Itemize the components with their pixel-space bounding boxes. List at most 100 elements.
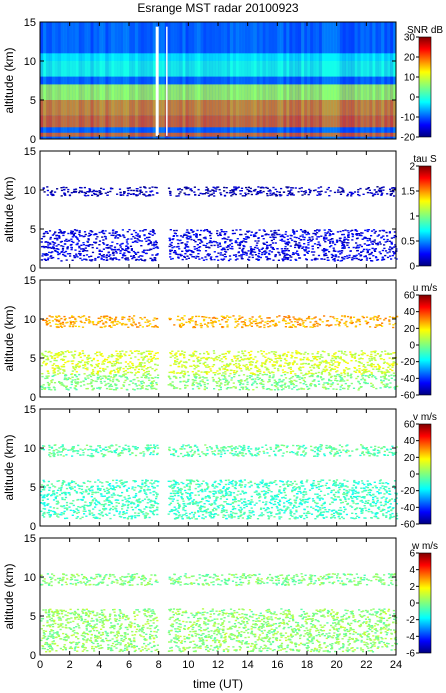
data-pixel: [392, 195, 396, 197]
data-pixel: [212, 372, 215, 374]
data-pixel: [61, 251, 64, 253]
data-pixel: [375, 243, 378, 245]
data-pixel: [141, 326, 144, 328]
data-pixel: [351, 487, 354, 489]
data-pixel: [153, 243, 156, 245]
data-pixel: [206, 188, 210, 190]
data-pixel: [183, 373, 186, 375]
data-pixel: [362, 372, 365, 374]
data-pixel: [337, 250, 340, 253]
data-pixel: [71, 354, 74, 356]
data-pixel: [192, 326, 195, 329]
data-pixel: [104, 325, 107, 327]
data-pixel: [149, 382, 152, 384]
data-pixel: [345, 320, 348, 323]
data-pixel: [323, 254, 326, 257]
data-pixel: [135, 385, 138, 387]
data-pixel: [141, 230, 145, 232]
data-pixel: [241, 350, 244, 352]
data-pixel: [52, 386, 55, 388]
data-pixel: [271, 236, 275, 238]
data-pixel: [356, 375, 360, 378]
data-pixel: [341, 244, 344, 247]
data-pixel: [266, 322, 269, 325]
data-pixel: [358, 387, 361, 390]
data-pixel: [295, 259, 298, 261]
data-pixel: [183, 370, 186, 373]
data-pixel: [105, 255, 108, 257]
snr-texture: [381, 22, 385, 139]
data-pixel: [355, 369, 359, 371]
data-pixel: [362, 248, 366, 251]
data-pixel: [314, 493, 317, 495]
data-pixel: [351, 229, 354, 232]
data-pixel: [343, 316, 346, 318]
data-pixel: [310, 372, 313, 375]
data-pixel: [298, 369, 301, 371]
data-pixel: [367, 187, 370, 189]
data-pixel: [281, 234, 284, 236]
data-pixel: [154, 186, 157, 189]
data-pixel: [198, 360, 201, 362]
data-pixel: [256, 242, 259, 244]
data-pixel: [156, 254, 159, 256]
snr-texture: [137, 22, 142, 139]
data-pixel: [88, 244, 91, 246]
data-pixel: [366, 361, 369, 364]
data-pixel: [143, 194, 146, 196]
data-pixel: [228, 192, 231, 194]
data-pixel: [304, 319, 307, 322]
data-pixel: [337, 323, 340, 325]
data-pixel: [58, 367, 61, 370]
data-pixel: [264, 509, 267, 512]
data-pixel: [239, 384, 242, 386]
data-pixel: [182, 375, 185, 377]
colorbar-tick-label: 30: [404, 33, 416, 44]
data-pixel: [224, 255, 227, 258]
data-pixel: [347, 232, 350, 234]
data-pixel: [213, 187, 216, 189]
colorbar-label: SNR dB: [407, 25, 443, 36]
data-pixel: [249, 515, 252, 518]
data-pixel: [302, 362, 305, 365]
data-pixel: [211, 365, 214, 368]
data-pixel: [280, 480, 283, 483]
data-pixel: [58, 372, 62, 374]
data-pixel: [298, 378, 301, 380]
data-pixel: [135, 195, 138, 197]
data-pixel: [332, 363, 335, 365]
data-pixel: [293, 231, 296, 233]
data-pixel: [391, 358, 394, 360]
data-pixel: [296, 244, 299, 246]
data-pixel: [45, 253, 48, 255]
data-pixel: [349, 374, 352, 377]
data-pixel: [192, 256, 195, 258]
data-pixel: [225, 364, 228, 366]
data-pixel: [290, 189, 293, 191]
data-pixel: [385, 378, 388, 380]
data-pixel: [228, 244, 231, 246]
data-pixel: [263, 371, 266, 373]
data-pixel: [120, 387, 123, 389]
data-pixel: [74, 381, 77, 383]
data-pixel: [186, 255, 189, 257]
data-pixel: [90, 360, 93, 362]
data-pixel: [284, 258, 287, 260]
data-pixel: [84, 192, 87, 194]
data-pixel: [288, 322, 291, 324]
data-pixel: [65, 385, 68, 387]
data-pixel: [248, 358, 251, 361]
data-pixel: [256, 485, 259, 487]
data-pixel: [223, 248, 226, 250]
data-pixel: [130, 189, 133, 192]
snr-texture: [51, 22, 56, 139]
data-pixel: [53, 387, 56, 389]
data-pixel: [55, 326, 58, 328]
data-pixel: [56, 365, 59, 367]
data-pixel: [383, 319, 386, 321]
data-pixel: [112, 324, 115, 326]
data-pixel: [393, 252, 396, 254]
data-pixel: [304, 190, 307, 192]
data-pixel: [328, 378, 331, 381]
data-pixel: [93, 192, 96, 195]
